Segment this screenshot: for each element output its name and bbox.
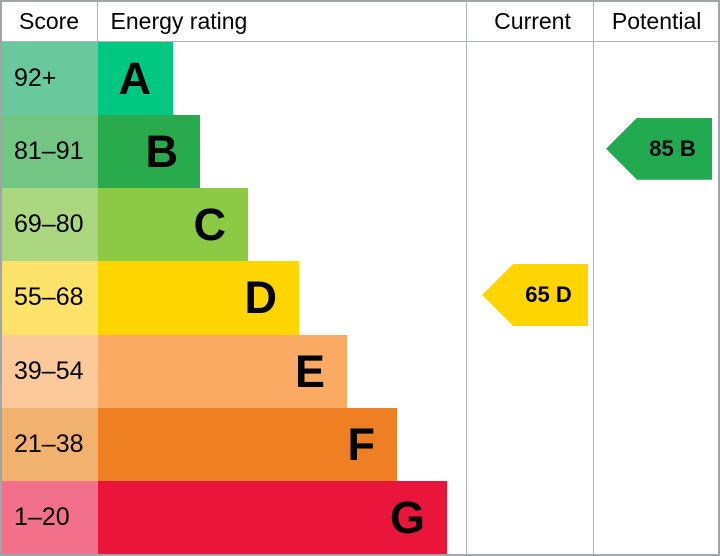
score-range-label: 92+ <box>14 64 57 93</box>
score-range-cell: 39–54 <box>2 334 98 408</box>
score-range-cell: 1–20 <box>2 480 98 554</box>
rating-bar-c: C <box>98 188 248 262</box>
band-rows: 92+ A 81–91 B 69–80 C 55–68 D 39–54 E 21–38 F 1–20 G <box>2 42 718 554</box>
chart-header: Score Energy rating Current Potential <box>2 2 718 42</box>
current-column-divider <box>466 2 467 554</box>
header-current: Current <box>494 8 571 34</box>
score-range-cell: 21–38 <box>2 407 98 481</box>
band-row-a: 92+ A <box>2 42 718 116</box>
score-range-label: 39–54 <box>14 356 84 385</box>
rating-letter: G <box>389 491 425 543</box>
band-row-g: 1–20 G <box>2 480 718 554</box>
rating-letter: F <box>347 418 376 470</box>
score-range-label: 1–20 <box>14 502 70 531</box>
rating-letter: D <box>244 272 278 324</box>
rating-bar-f: F <box>98 407 397 481</box>
band-row-d: 55–68 D <box>2 261 718 335</box>
rating-letter: E <box>294 345 325 397</box>
rating-letter: B <box>145 126 179 178</box>
score-range-cell: 92+ <box>2 42 98 116</box>
header-potential: Potential <box>611 8 702 34</box>
rating-bar-e: E <box>98 334 347 408</box>
band-row-c: 69–80 C <box>2 188 718 262</box>
rating-bar-d: D <box>98 261 299 335</box>
potential-column-divider <box>593 2 594 554</box>
score-range-cell: 55–68 <box>2 261 98 335</box>
band-row-b: 81–91 B <box>2 115 718 189</box>
current-rating-label: 65 D <box>525 282 572 307</box>
rating-bar-a: A <box>98 42 173 116</box>
score-range-label: 81–91 <box>14 137 84 166</box>
score-range-cell: 69–80 <box>2 188 98 262</box>
score-range-label: 21–38 <box>14 429 84 458</box>
header-energy-rating: Energy rating <box>110 8 248 34</box>
rating-letter: A <box>118 53 152 105</box>
header-score: Score <box>2 2 98 41</box>
band-row-f: 21–38 F <box>2 407 718 481</box>
band-row-e: 39–54 E <box>2 334 718 408</box>
rating-bar-g: G <box>98 480 447 554</box>
rating-bar-b: B <box>98 115 200 189</box>
score-range-cell: 81–91 <box>2 115 98 189</box>
potential-rating-label: 85 B <box>649 135 696 161</box>
score-range-label: 69–80 <box>14 210 84 239</box>
rating-letter: C <box>193 199 227 251</box>
score-range-label: 55–68 <box>14 283 84 312</box>
